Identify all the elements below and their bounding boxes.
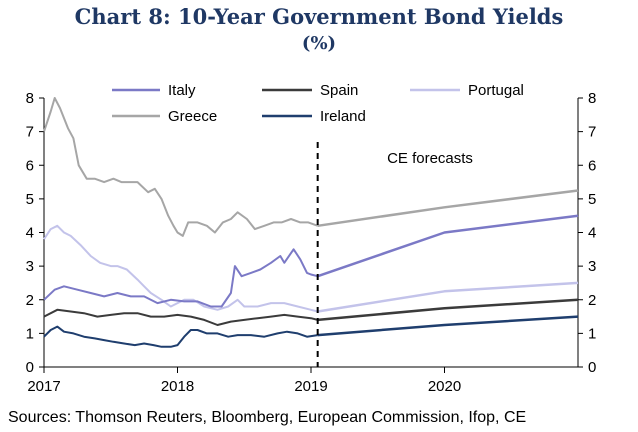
y-tick-label-right: 4 [588, 225, 596, 242]
x-tick-label: 2020 [428, 378, 461, 395]
x-tick-label: 2017 [27, 378, 60, 395]
y-tick-label-right: 0 [588, 359, 596, 376]
legend-label-italy: Italy [168, 82, 196, 99]
forecast-annotation: CE forecasts [387, 150, 473, 167]
series-spain-history [43, 308, 318, 326]
legend-label-greece: Greece [168, 108, 217, 125]
x-tick-label: 2018 [161, 378, 194, 395]
series-italy-history [43, 248, 318, 308]
y-tick-label-left: 3 [26, 258, 34, 275]
y-tick-label-right: 7 [588, 124, 596, 141]
series-greece-forecast [317, 189, 579, 228]
series-layer [43, 97, 579, 348]
legend-label-ireland: Ireland [320, 108, 366, 125]
y-tick-label-left: 5 [26, 191, 34, 208]
y-tick-label-right: 5 [588, 191, 596, 208]
y-tick-label-right: 6 [588, 157, 596, 174]
y-tick-label-left: 2 [26, 292, 34, 309]
x-tick-label: 2019 [294, 378, 327, 395]
chart-title: Chart 8: 10-Year Government Bond Yields [74, 4, 564, 29]
source-note: Sources: Thomson Reuters, Bloomberg, Eur… [8, 409, 527, 426]
y-tick-label-right: 3 [588, 258, 596, 275]
legend-label-spain: Spain [320, 82, 358, 99]
legend: Italy Spain Portugal Greece Ireland [112, 82, 524, 125]
y-tick-label-right: 8 [588, 90, 596, 107]
y-tick-label-left: 4 [26, 225, 34, 242]
y-tick-label-right: 1 [588, 325, 596, 342]
chart-subtitle: (%) [301, 33, 337, 54]
series-ireland-history [43, 325, 318, 348]
series-greece-history [43, 97, 319, 237]
y-tick-label-left: 0 [26, 359, 34, 376]
annotations: CE forecasts [316, 142, 473, 367]
y-tick-label-left: 6 [26, 157, 34, 174]
y-tick-label-left: 1 [26, 325, 34, 342]
series-spain-forecast [317, 298, 579, 322]
series-portugal-forecast [317, 281, 579, 313]
y-tick-label-left: 8 [26, 90, 34, 107]
series-ireland-forecast [317, 315, 579, 337]
axes: 0 0 1 1 2 2 3 3 4 4 5 5 6 6 7 7 8 8 2017 2018 2019 2020 [26, 90, 597, 395]
y-tick-label-left: 7 [26, 124, 34, 141]
series-portugal-history [43, 224, 318, 313]
y-tick-label-right: 2 [588, 292, 596, 309]
series-italy-forecast [317, 214, 579, 278]
legend-label-portugal: Portugal [468, 82, 524, 99]
